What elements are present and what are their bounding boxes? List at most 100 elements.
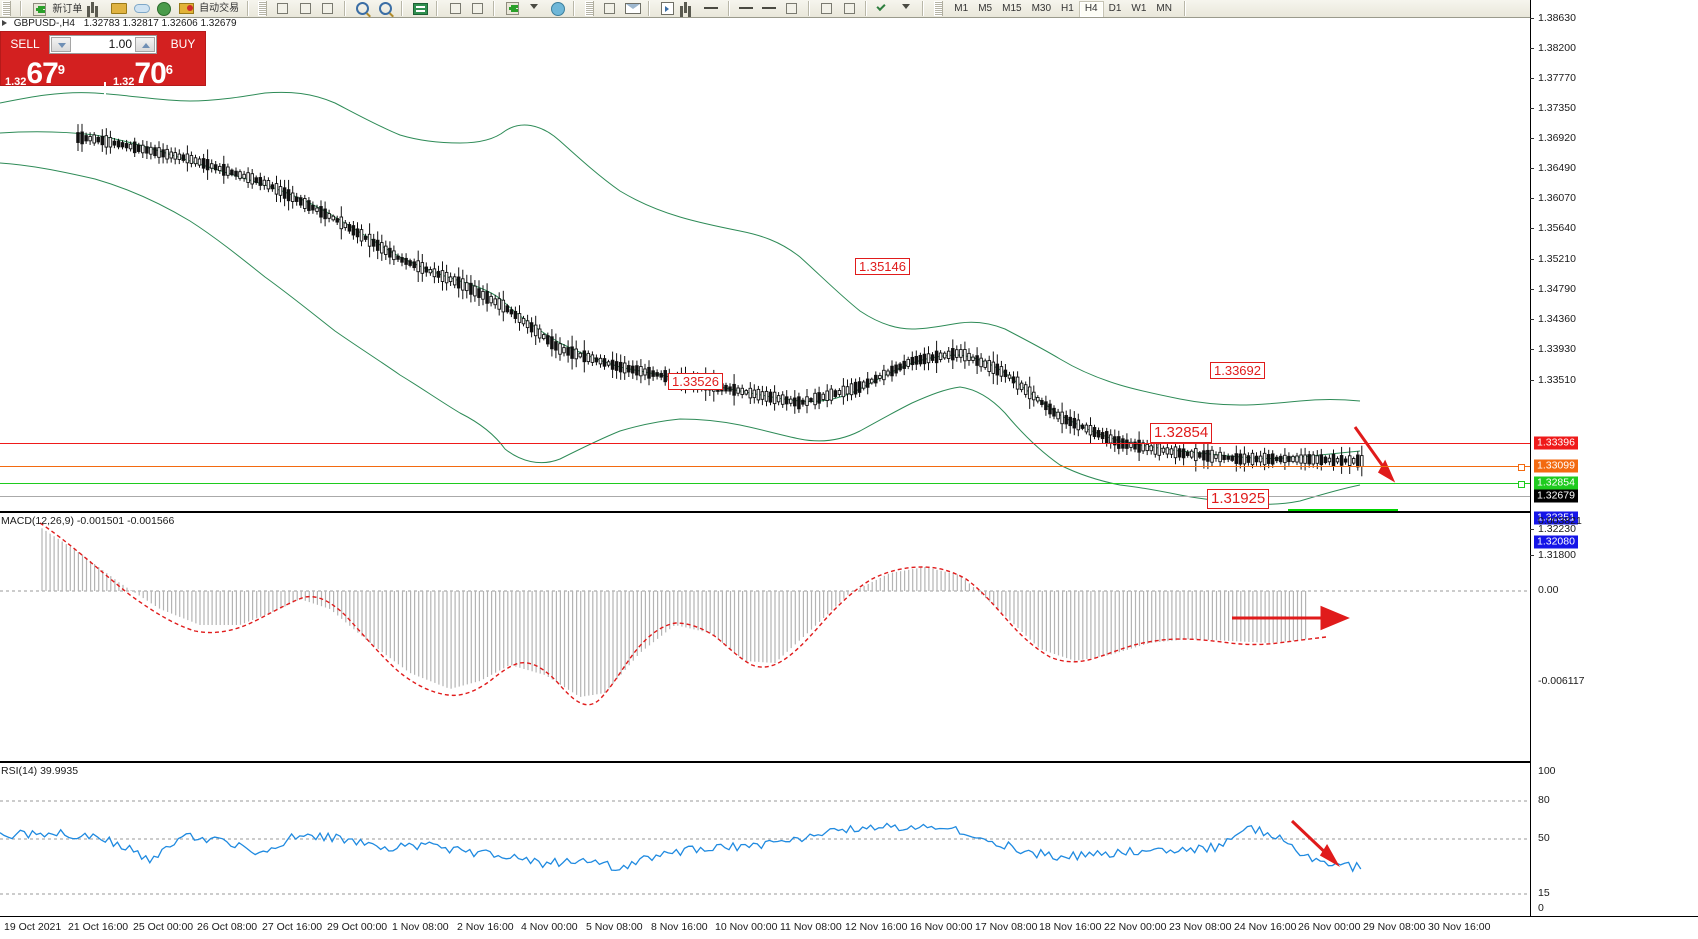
- time-axis-label: 16 Nov 00:00: [910, 921, 973, 933]
- toolbar-grip[interactable]: [257, 1, 267, 16]
- rsi-arrow-annotation: [1290, 819, 1340, 867]
- axis-tick-label: 1.34790: [1538, 283, 1576, 295]
- timeframe-d1-button[interactable]: D1: [1108, 3, 1122, 14]
- arrows-icon[interactable]: [840, 0, 858, 15]
- callout-133692[interactable]: 1.33692: [1210, 362, 1265, 379]
- crosshair-icon[interactable]: [87, 0, 105, 15]
- text-icon[interactable]: [782, 0, 800, 15]
- cloud-icon[interactable]: [132, 0, 150, 15]
- scroll-left-icon[interactable]: [1, 19, 9, 27]
- buy-price[interactable]: 1.32706: [113, 57, 173, 90]
- tag-icon[interactable]: [177, 0, 195, 15]
- macd-pane[interactable]: MACD(12,26,9) -0.001501 -0.001566: [0, 512, 1530, 762]
- rsi-svg: [0, 800, 1530, 895]
- folder-icon[interactable]: [109, 0, 128, 15]
- toolbar-grip[interactable]: [933, 1, 943, 16]
- sell-price[interactable]: 1.32679: [5, 57, 65, 90]
- templates-icon[interactable]: [600, 0, 618, 15]
- line-chart-icon[interactable]: [318, 0, 336, 15]
- cursor-icon[interactable]: [658, 0, 676, 15]
- shapes-icon[interactable]: [817, 0, 835, 15]
- lot-decrement-button[interactable]: [51, 37, 71, 52]
- chart-shift-icon[interactable]: [446, 0, 464, 15]
- down-arrow-annotation: [1353, 426, 1396, 483]
- lot-size-stepper[interactable]: 1.00: [49, 35, 157, 54]
- sell-price-main: 67: [26, 57, 58, 90]
- toolbar-grip[interactable]: [2, 1, 11, 16]
- chart-symbol-label: GBPUSD-,H4: [13, 18, 75, 29]
- timeframe-m15-button[interactable]: M15: [1002, 3, 1022, 14]
- auto-trading-label[interactable]: 自动交易: [199, 3, 240, 14]
- globe-icon[interactable]: [154, 0, 172, 16]
- crosshair-alt-icon[interactable]: [680, 0, 698, 15]
- callout-133526[interactable]: 1.33526: [668, 373, 723, 390]
- one-click-prices-row: 1.32679 1.32706: [1, 57, 207, 112]
- time-axis-label: 10 Nov 00:00: [715, 921, 778, 933]
- level-132854-badge[interactable]: 1.32854: [1534, 476, 1578, 490]
- macd-axis-top-label: 0.003821: [1538, 515, 1582, 527]
- time-axis-label: 26 Oct 08:00: [197, 921, 258, 933]
- buy-price-main: 70: [134, 57, 166, 90]
- timeframe-m30-button[interactable]: M30: [1031, 3, 1052, 14]
- time-axis[interactable]: 19 Oct 2021 21 Oct 16:00 25 Oct 00:00 26 Oc…: [0, 916, 1698, 939]
- level-132679-badge[interactable]: 1.32679: [1534, 489, 1578, 503]
- bar-chart-icon[interactable]: [273, 0, 291, 15]
- check-icon[interactable]: [874, 0, 892, 15]
- axis-tick: [1530, 259, 1534, 260]
- chart-title-bar: GBPUSD-,H4 1.32783 1.32817 1.32606 1.326…: [0, 18, 1698, 30]
- level-133099-handle[interactable]: [1518, 464, 1525, 471]
- sell-button[interactable]: SELL: [10, 37, 40, 51]
- level-132351-badge[interactable]: 1.32351: [1534, 511, 1578, 525]
- timeframe-m5-button[interactable]: M5: [978, 3, 993, 14]
- toolbar-separator: [246, 1, 249, 16]
- callout-132854[interactable]: 1.32854: [1150, 423, 1213, 443]
- lot-increment-button[interactable]: [135, 37, 155, 52]
- axis-tick: [1530, 319, 1534, 320]
- timeframe-h1-button[interactable]: H1: [1061, 3, 1074, 14]
- chevron-down-icon[interactable]: [897, 0, 915, 15]
- timeframe-m1-button[interactable]: M1: [954, 3, 969, 14]
- level-132854-handle[interactable]: [1518, 481, 1525, 488]
- rsi-pane[interactable]: RSI(14) 39.9935: [0, 762, 1530, 917]
- time-axis-label: 1 Nov 08:00: [392, 921, 449, 933]
- rsi-axis-0-label: 0: [1538, 902, 1544, 914]
- axis-tick-label: 1.38200: [1538, 42, 1576, 54]
- level-133099-line[interactable]: [0, 466, 1530, 467]
- zoom-in-icon[interactable]: [353, 0, 371, 15]
- timeframe-w1-button[interactable]: W1: [1131, 3, 1147, 14]
- zoom-out-icon[interactable]: [376, 0, 394, 15]
- channel-icon[interactable]: [737, 0, 755, 15]
- indicators-plus-icon[interactable]: [503, 0, 521, 15]
- timeframe-group: M1 M5 M15 M30 H1 H4 D1 W1 MN: [949, 0, 1177, 17]
- time-axis-label: 29 Nov 08:00: [1363, 921, 1426, 933]
- level-132080-badge[interactable]: 1.32080: [1534, 535, 1578, 549]
- fibonacci-icon[interactable]: [760, 0, 778, 15]
- level-133396-badge[interactable]: 1.33396: [1534, 436, 1578, 450]
- candlestick-chart-icon[interactable]: [296, 0, 314, 15]
- toolbar-separator: [493, 1, 496, 16]
- price-axis[interactable]: 1.38630 1.38200 1.37770 1.37350 1.36920 1.364…: [1530, 0, 1698, 938]
- axis-line: [1530, 0, 1531, 916]
- level-132854-line[interactable]: [0, 483, 1530, 484]
- buy-button[interactable]: BUY: [170, 37, 196, 51]
- trendline-icon[interactable]: [702, 0, 720, 15]
- timeframe-h4-button[interactable]: H4: [1078, 1, 1104, 17]
- axis-tick-label: 1.35640: [1538, 222, 1576, 234]
- timeframe-mn-button[interactable]: MN: [1156, 3, 1172, 14]
- callout-131925[interactable]: 1.31925: [1207, 489, 1270, 509]
- mail-icon[interactable]: [623, 0, 641, 15]
- level-133396-line[interactable]: [0, 443, 1530, 444]
- one-click-trading-panel[interactable]: SELL 1.00 BUY 1.32679 1.32706: [0, 31, 207, 112]
- callout-135146[interactable]: 1.35146: [855, 258, 910, 275]
- level-132679-line[interactable]: [0, 496, 1530, 497]
- toolbar-grip[interactable]: [584, 1, 594, 16]
- price-chart-pane[interactable]: 1.35146 1.33526 1.33692 1.32854 1.31925: [0, 31, 1530, 512]
- chevron-down-icon[interactable]: [525, 0, 543, 15]
- one-click-divider: [104, 82, 106, 112]
- auto-scroll-icon[interactable]: [468, 0, 486, 15]
- grid-icon[interactable]: [411, 0, 429, 15]
- new-order-button[interactable]: 新订单: [30, 1, 82, 16]
- level-133099-badge[interactable]: 1.33099: [1534, 459, 1578, 473]
- periodicity-icon[interactable]: [548, 0, 566, 16]
